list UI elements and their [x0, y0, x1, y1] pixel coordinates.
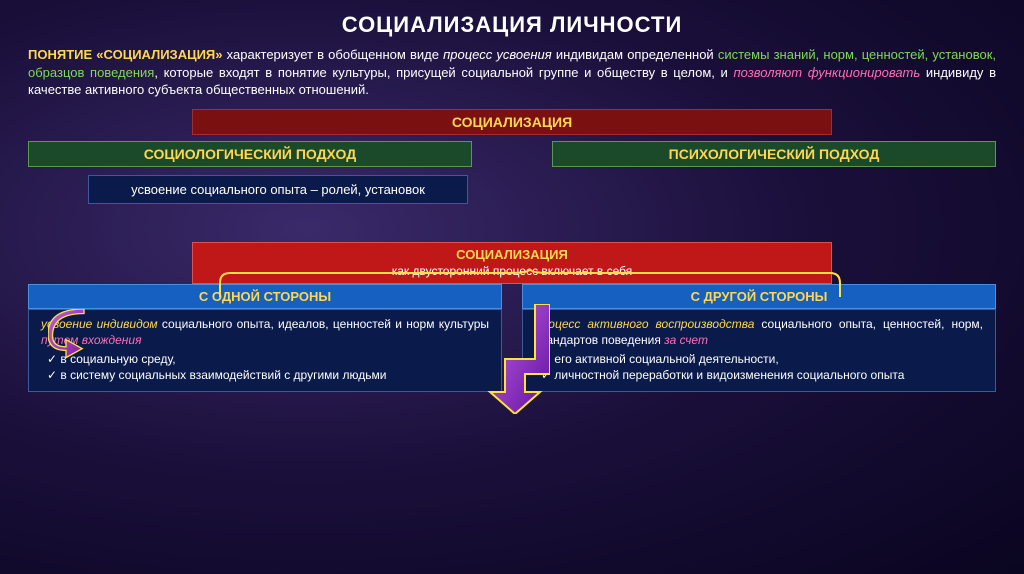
page-title: СОЦИАЛИЗАЦИЯ ЛИЧНОСТИ	[0, 0, 1024, 46]
box-psychological: ПСИХОЛОГИЧЕСКИЙ ПОДХОД	[552, 141, 996, 167]
panel-right: процесс активного воспроизводства социал…	[522, 309, 996, 392]
panel-left: усвоение индивидом социального опыта, ид…	[28, 309, 502, 392]
box-assimilation: усвоение социального опыта – ролей, уста…	[88, 175, 468, 204]
box-sociological: СОЦИОЛОГИЧЕСКИЙ ПОДХОД	[28, 141, 472, 167]
bracket-connector	[210, 269, 850, 299]
diagram-area: СОЦИАЛИЗАЦИЯ СОЦИОЛОГИЧЕСКИЙ ПОДХОД ПСИХ…	[0, 109, 1024, 392]
list-item: в социальную среду,	[47, 351, 489, 367]
box-socialization-top: СОЦИАЛИЗАЦИЯ	[192, 109, 832, 135]
big-arrow-icon	[480, 304, 550, 414]
list-item: личностной переработки и видоизме­нения …	[541, 367, 983, 383]
list-item: в систему социальных взаимодействий с др…	[47, 367, 489, 383]
intro-paragraph: ПОНЯТИЕ «СОЦИАЛИЗАЦИЯ» характеризует в о…	[0, 46, 1024, 109]
intro-term: ПОНЯТИЕ «СОЦИАЛИЗАЦИЯ»	[28, 47, 223, 62]
list-item: его активной социальной деятельности,	[541, 351, 983, 367]
curve-arrow-icon	[48, 309, 98, 359]
